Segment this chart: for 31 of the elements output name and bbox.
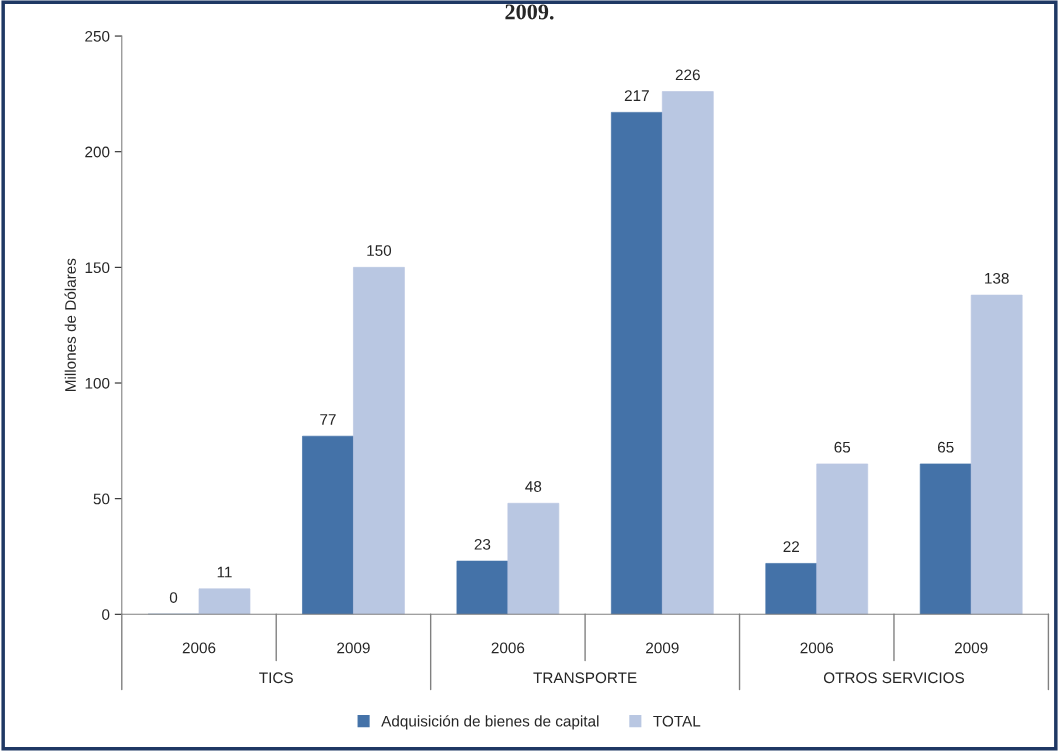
text: OTROS SERVICIOS bbox=[823, 672, 965, 684]
text: TRANSPORTE bbox=[533, 672, 637, 684]
y-tick-label: 200 bbox=[85, 146, 110, 158]
x-tick-label: 2009 bbox=[337, 642, 370, 654]
y-tick-label: 250 bbox=[85, 30, 110, 42]
x-tick-label: 2009 bbox=[954, 642, 988, 654]
data-label: 217 bbox=[624, 90, 649, 101]
data-label: 150 bbox=[367, 245, 392, 256]
data-label: 0 bbox=[169, 592, 178, 603]
y-tick-label: 100 bbox=[85, 377, 110, 389]
data-label: 23 bbox=[474, 538, 491, 550]
x-tick-label: 2006 bbox=[800, 642, 834, 654]
y-tick-label: 150 bbox=[85, 262, 110, 274]
data-label: 77 bbox=[320, 414, 336, 425]
text: TICS bbox=[259, 672, 293, 684]
x-tick-label: 2006 bbox=[182, 642, 216, 654]
data-label: 22 bbox=[783, 541, 799, 552]
data-label: 65 bbox=[834, 441, 851, 453]
y-tick-label: 0 bbox=[102, 609, 110, 620]
data-label: 65 bbox=[937, 441, 954, 453]
legend-label: TOTAL bbox=[653, 715, 701, 727]
data-label: 138 bbox=[985, 272, 1009, 284]
y-axis-title: Millones de Dólares bbox=[64, 258, 76, 392]
legend-label: Adquisición de bienes de capital bbox=[381, 715, 599, 730]
data-label: 226 bbox=[675, 69, 700, 81]
data-label: 11 bbox=[217, 566, 232, 578]
chart-title: 2009. bbox=[505, 4, 554, 20]
x-tick-label: 2009 bbox=[646, 642, 679, 654]
y-tick-label: 50 bbox=[93, 493, 110, 505]
x-tick-label: 2006 bbox=[491, 642, 525, 654]
data-label: 48 bbox=[525, 481, 542, 492]
